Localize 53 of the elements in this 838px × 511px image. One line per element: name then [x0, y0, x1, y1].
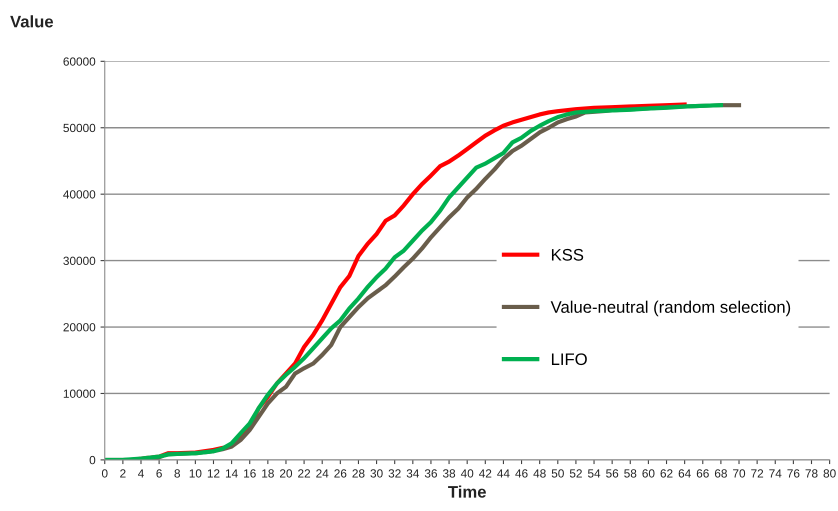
- x-tick-label: 58: [624, 469, 636, 478]
- x-tick-label: 0: [102, 469, 108, 478]
- x-tick-label: 20: [280, 469, 292, 478]
- y-tick-label: 40000: [63, 190, 96, 199]
- x-tick-label: 76: [787, 469, 800, 478]
- x-tick-label: 78: [806, 469, 818, 478]
- x-tick-label: 80: [824, 469, 836, 478]
- x-tick-label: 66: [696, 469, 709, 478]
- x-tick-label: 14: [226, 469, 238, 478]
- y-tick-label: 20000: [63, 323, 96, 332]
- x-tick-label: 4: [138, 469, 144, 478]
- legend-label: KSS: [552, 248, 584, 261]
- x-tick-label: 32: [388, 469, 401, 478]
- x-tick-label: 72: [751, 469, 764, 478]
- x-tick-label: 54: [588, 469, 600, 478]
- x-tick-label: 50: [552, 469, 564, 478]
- x-tick-label: 8: [174, 469, 180, 478]
- x-tick-label: 24: [316, 469, 328, 478]
- y-tick-label: 50000: [63, 124, 96, 132]
- x-tick-label: 44: [497, 469, 510, 478]
- x-tick-label: 10: [190, 469, 202, 478]
- legend-label: LIFO: [552, 353, 587, 366]
- x-tick-label: 26: [334, 469, 346, 478]
- x-tick-label: 18: [262, 469, 274, 478]
- x-tick-label: 2: [120, 469, 126, 478]
- x-tick-label: 16: [244, 469, 256, 478]
- x-tick-label: 30: [370, 469, 383, 478]
- x-tick-label: 6: [156, 469, 162, 478]
- y-tick-label: 10000: [64, 390, 96, 398]
- x-tick-label: 62: [660, 469, 672, 478]
- legend-label: Value-neutral (random selection): [550, 300, 790, 316]
- x-tick-label: 68: [714, 469, 727, 478]
- y-axis-title: Value: [10, 15, 54, 28]
- x-tick-label: 46: [515, 469, 528, 478]
- x-tick-label: 38: [442, 469, 456, 478]
- x-tick-label: 34: [406, 469, 420, 478]
- x-tick-label: 56: [606, 469, 618, 478]
- x-tick-label: 36: [424, 469, 437, 478]
- x-tick-label: 12: [208, 469, 220, 478]
- x-tick-label: 40: [460, 469, 474, 478]
- x-tick-label: 64: [678, 469, 691, 478]
- x-tick-label: 28: [352, 469, 365, 478]
- y-tick-label: 60000: [63, 57, 96, 66]
- x-tick-label: 70: [733, 469, 746, 478]
- x-tick-label: 42: [479, 469, 492, 478]
- y-tick-label: 30000: [63, 256, 96, 266]
- y-tick-label: 0: [90, 456, 96, 464]
- x-tick-label: 60: [642, 469, 655, 478]
- x-axis-title: Time: [448, 485, 486, 498]
- x-tick-label: 52: [570, 469, 582, 478]
- x-tick-label: 48: [533, 469, 546, 478]
- x-tick-label: 22: [298, 469, 310, 478]
- x-tick-label: 74: [769, 469, 782, 478]
